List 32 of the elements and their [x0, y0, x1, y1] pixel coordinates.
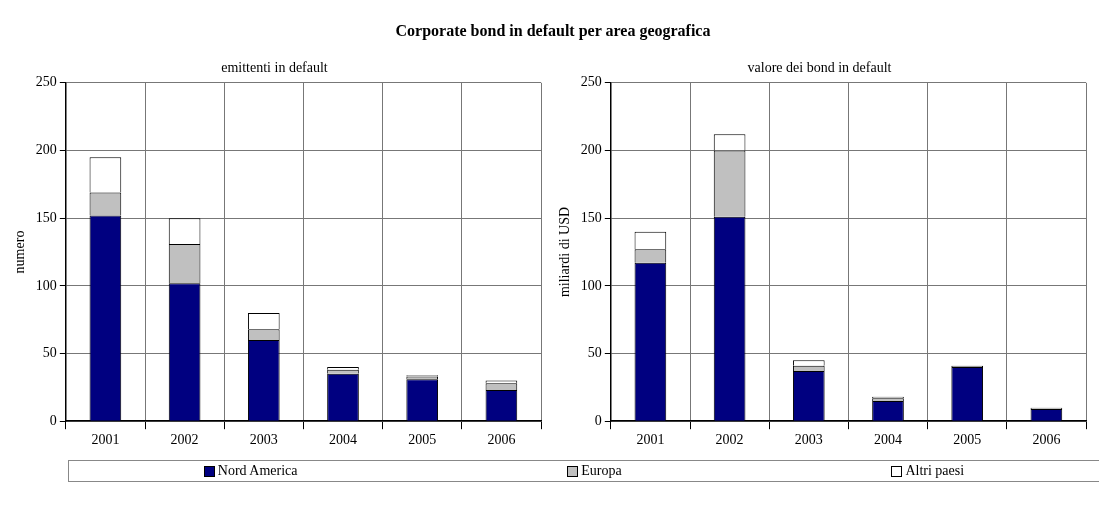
x-tick-label: 2002 — [715, 432, 744, 448]
x-tick-label: 2005 — [953, 432, 982, 448]
y-tick-label: 150 — [580, 209, 602, 225]
x-tick-label: 2006 — [1032, 432, 1061, 448]
y-tick-label: 50 — [42, 345, 57, 361]
y-tick-label: 150 — [35, 209, 57, 225]
legend-label: Altri paesi — [905, 463, 965, 479]
chart-subtitle: valore dei bond in default — [747, 60, 892, 76]
legend-label: Nord America — [217, 463, 298, 479]
legend-label: Europa — [581, 463, 622, 479]
x-tick-label: 2003 — [249, 432, 278, 448]
x-tick-label: 2004 — [329, 432, 357, 448]
y-tick-label: 250 — [35, 74, 57, 90]
x-tick-label: 2004 — [874, 432, 902, 448]
y-tick-label: 200 — [35, 142, 57, 158]
y-tick-label: 0 — [594, 412, 602, 428]
y-axis-title: numero — [12, 230, 28, 274]
x-tick-label: 2005 — [408, 432, 437, 448]
y-tick-label: 200 — [580, 142, 602, 158]
y-tick-label: 50 — [587, 345, 602, 361]
x-tick-label: 2006 — [487, 432, 516, 448]
y-tick-label: 100 — [580, 277, 602, 293]
chart-subtitle: emittenti in default — [221, 60, 328, 76]
y-tick-label: 250 — [580, 74, 602, 90]
y-tick-label: 100 — [35, 277, 57, 293]
y-tick-label: 0 — [49, 412, 57, 428]
x-tick-label: 2002 — [170, 432, 199, 448]
y-axis-title: miliardi di USD — [557, 206, 573, 298]
chart-title: Corporate bond in default per area geografica — [394, 22, 712, 40]
x-tick-label: 2001 — [91, 432, 120, 448]
x-tick-label: 2003 — [794, 432, 823, 448]
x-tick-label: 2001 — [636, 432, 665, 448]
